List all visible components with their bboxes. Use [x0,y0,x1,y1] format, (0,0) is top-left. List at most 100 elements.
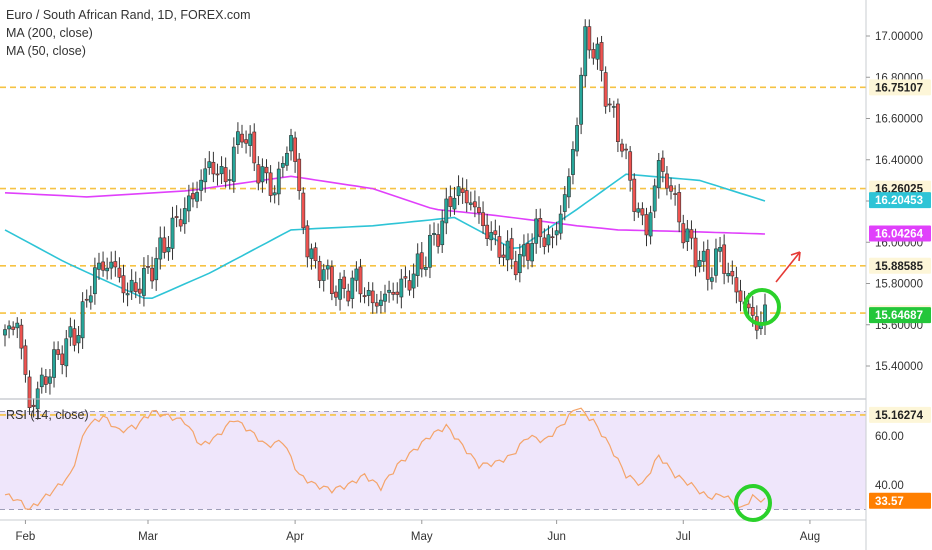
candle-down [191,193,195,200]
candle-up [88,295,93,303]
candle-down [56,349,61,355]
candle-down [616,103,620,142]
candle-up [428,234,432,268]
candle-up [105,267,110,272]
candle-down [297,158,302,192]
candle-down [19,324,24,349]
candle-down [313,247,318,262]
candle-up [517,254,522,274]
candle-up [272,192,277,196]
candle-up [444,198,449,224]
candle-up [129,279,134,292]
candle-up [456,186,461,197]
candle-up [321,269,326,281]
candle-down [620,143,624,152]
candle-up [554,230,559,236]
price-tick-label: 16.40000 [875,155,923,167]
candle-up [285,152,289,166]
candle-down [137,288,142,294]
chart-title: Euro / South African Rand, 1D, FOREX.com [6,8,251,22]
time-tick-label: Apr [286,531,304,543]
price-tick-label: 15.40000 [875,361,923,373]
candle-down [244,139,248,144]
ma200-legend: MA (200, close) [6,26,93,40]
level-tag-4-bg [869,406,931,423]
candle-down [660,157,665,172]
candle-up [432,233,436,236]
rsi-band [0,411,866,510]
candle-down [599,42,604,71]
candle-down [746,303,751,309]
candle-down [346,290,351,302]
time-tick-label: Jul [676,531,691,543]
candle-down [603,72,608,107]
candle-down [174,216,179,218]
candle-up [440,220,445,246]
candle-down [342,276,347,289]
candle-up [80,301,85,339]
level-tag-2-bg [869,257,931,274]
candle-up [182,208,187,225]
candle-down [542,237,547,247]
candle-up [64,338,69,367]
candle-down [750,307,755,316]
candle-down [693,237,698,268]
candle-up [714,248,718,276]
candle-down [493,230,498,235]
candle-down [334,291,338,298]
candle-up [530,243,534,262]
candle-up [76,335,81,344]
candle-down [391,291,396,295]
rsi-legend: RSI (14, close) [6,408,89,422]
candle-up [289,135,293,152]
candle-down [677,192,682,223]
candle-down [624,148,628,151]
candle-down [436,234,441,247]
candle-up [68,326,73,338]
time-tick-label: Aug [800,531,820,543]
price-tag-0: 16.20453 [875,195,923,207]
candle-down [448,196,453,207]
price-tag-1: 16.04264 [875,228,924,240]
candle-down [497,236,502,258]
candle-up [52,349,56,378]
candle-up [3,329,7,336]
candle-down [628,151,633,181]
time-tick-label: Mar [138,531,158,543]
price-tag-0-bg [869,192,931,209]
candle-up [125,293,130,296]
candle-up [571,149,575,175]
candle-up [170,217,175,249]
candle-up [231,146,236,182]
candle-down [419,252,424,270]
candle-up [199,179,204,191]
candle-up [142,268,146,296]
candle-up [154,258,159,281]
candle-up [575,125,579,152]
candle-up [579,74,584,125]
candle-up [566,176,571,198]
axes-layer: 15.4000015.6000015.8000016.0000016.20000… [16,31,931,543]
candle-up [415,253,420,276]
candle-down [509,238,514,260]
candles-layer [3,19,767,420]
candle-up [697,260,702,267]
candle-up [97,262,101,270]
candle-up [236,131,240,146]
candle-up [39,374,44,388]
candle-up [366,290,371,296]
candle-up [583,26,588,77]
candle-up [379,299,383,306]
candle-up [109,261,114,269]
candle-down [370,290,375,304]
candle-down [374,302,379,307]
candle-down [607,103,612,106]
rsi-tick-label: 40.00 [875,480,904,492]
candle-down [240,133,244,143]
candle-up [468,202,473,205]
candle-up [260,166,265,183]
candle-up [652,185,657,212]
candle-up [534,218,539,244]
candle-up [558,213,563,234]
